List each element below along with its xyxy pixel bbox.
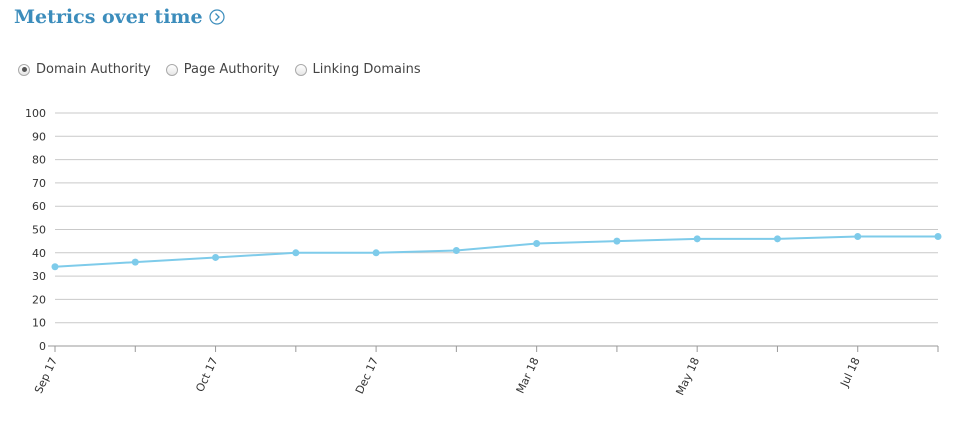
data-point bbox=[452, 246, 460, 254]
radio-button-icon[interactable] bbox=[294, 63, 307, 76]
radio-linking-domains[interactable]: Linking Domains bbox=[294, 62, 421, 77]
chart-title: Metrics over time bbox=[14, 6, 203, 28]
chart-header: Metrics over time bbox=[14, 6, 225, 28]
data-point bbox=[212, 253, 220, 261]
data-point bbox=[533, 239, 541, 247]
y-tick-label: 40 bbox=[32, 247, 46, 260]
y-tick-label: 10 bbox=[32, 317, 46, 330]
y-tick-label: 0 bbox=[39, 340, 46, 353]
x-tick-label: Oct 17 bbox=[193, 355, 220, 394]
x-tick-label: Mar 18 bbox=[514, 355, 542, 395]
radio-button-icon[interactable] bbox=[18, 63, 30, 76]
y-tick-label: 90 bbox=[32, 130, 46, 143]
series-line bbox=[54, 235, 938, 268]
radio-label: Linking Domains bbox=[312, 62, 421, 77]
data-point bbox=[613, 237, 621, 245]
data-point bbox=[773, 235, 781, 243]
y-tick-label: 20 bbox=[32, 293, 46, 306]
y-tick-label: 70 bbox=[32, 177, 46, 190]
metric-selector: Domain Authority Page Authority Linking … bbox=[18, 62, 421, 77]
y-tick-label: 60 bbox=[32, 200, 46, 213]
chevron-right-circle-icon[interactable] bbox=[209, 9, 225, 25]
data-point bbox=[131, 258, 139, 266]
y-tick-label: 30 bbox=[32, 270, 46, 283]
y-tick-label: 80 bbox=[32, 154, 46, 167]
data-point bbox=[51, 263, 59, 271]
x-tick-label: Jul 18 bbox=[838, 355, 863, 389]
data-point bbox=[854, 232, 862, 240]
radio-page-authority[interactable]: Page Authority bbox=[165, 62, 280, 77]
radio-button-icon[interactable] bbox=[165, 63, 178, 76]
x-tick-label: Sep 17 bbox=[32, 355, 60, 395]
y-tick-label: 100 bbox=[25, 107, 46, 120]
data-point bbox=[693, 235, 701, 243]
x-tick-label: May 18 bbox=[673, 355, 702, 397]
data-point bbox=[934, 232, 942, 240]
data-point bbox=[292, 249, 300, 257]
x-tick-label: Dec 17 bbox=[353, 355, 381, 396]
data-point bbox=[372, 249, 380, 257]
radio-label: Page Authority bbox=[183, 62, 280, 77]
radio-domain-authority[interactable]: Domain Authority bbox=[18, 62, 151, 77]
y-tick-label: 50 bbox=[32, 224, 46, 237]
radio-label: Domain Authority bbox=[36, 62, 151, 77]
